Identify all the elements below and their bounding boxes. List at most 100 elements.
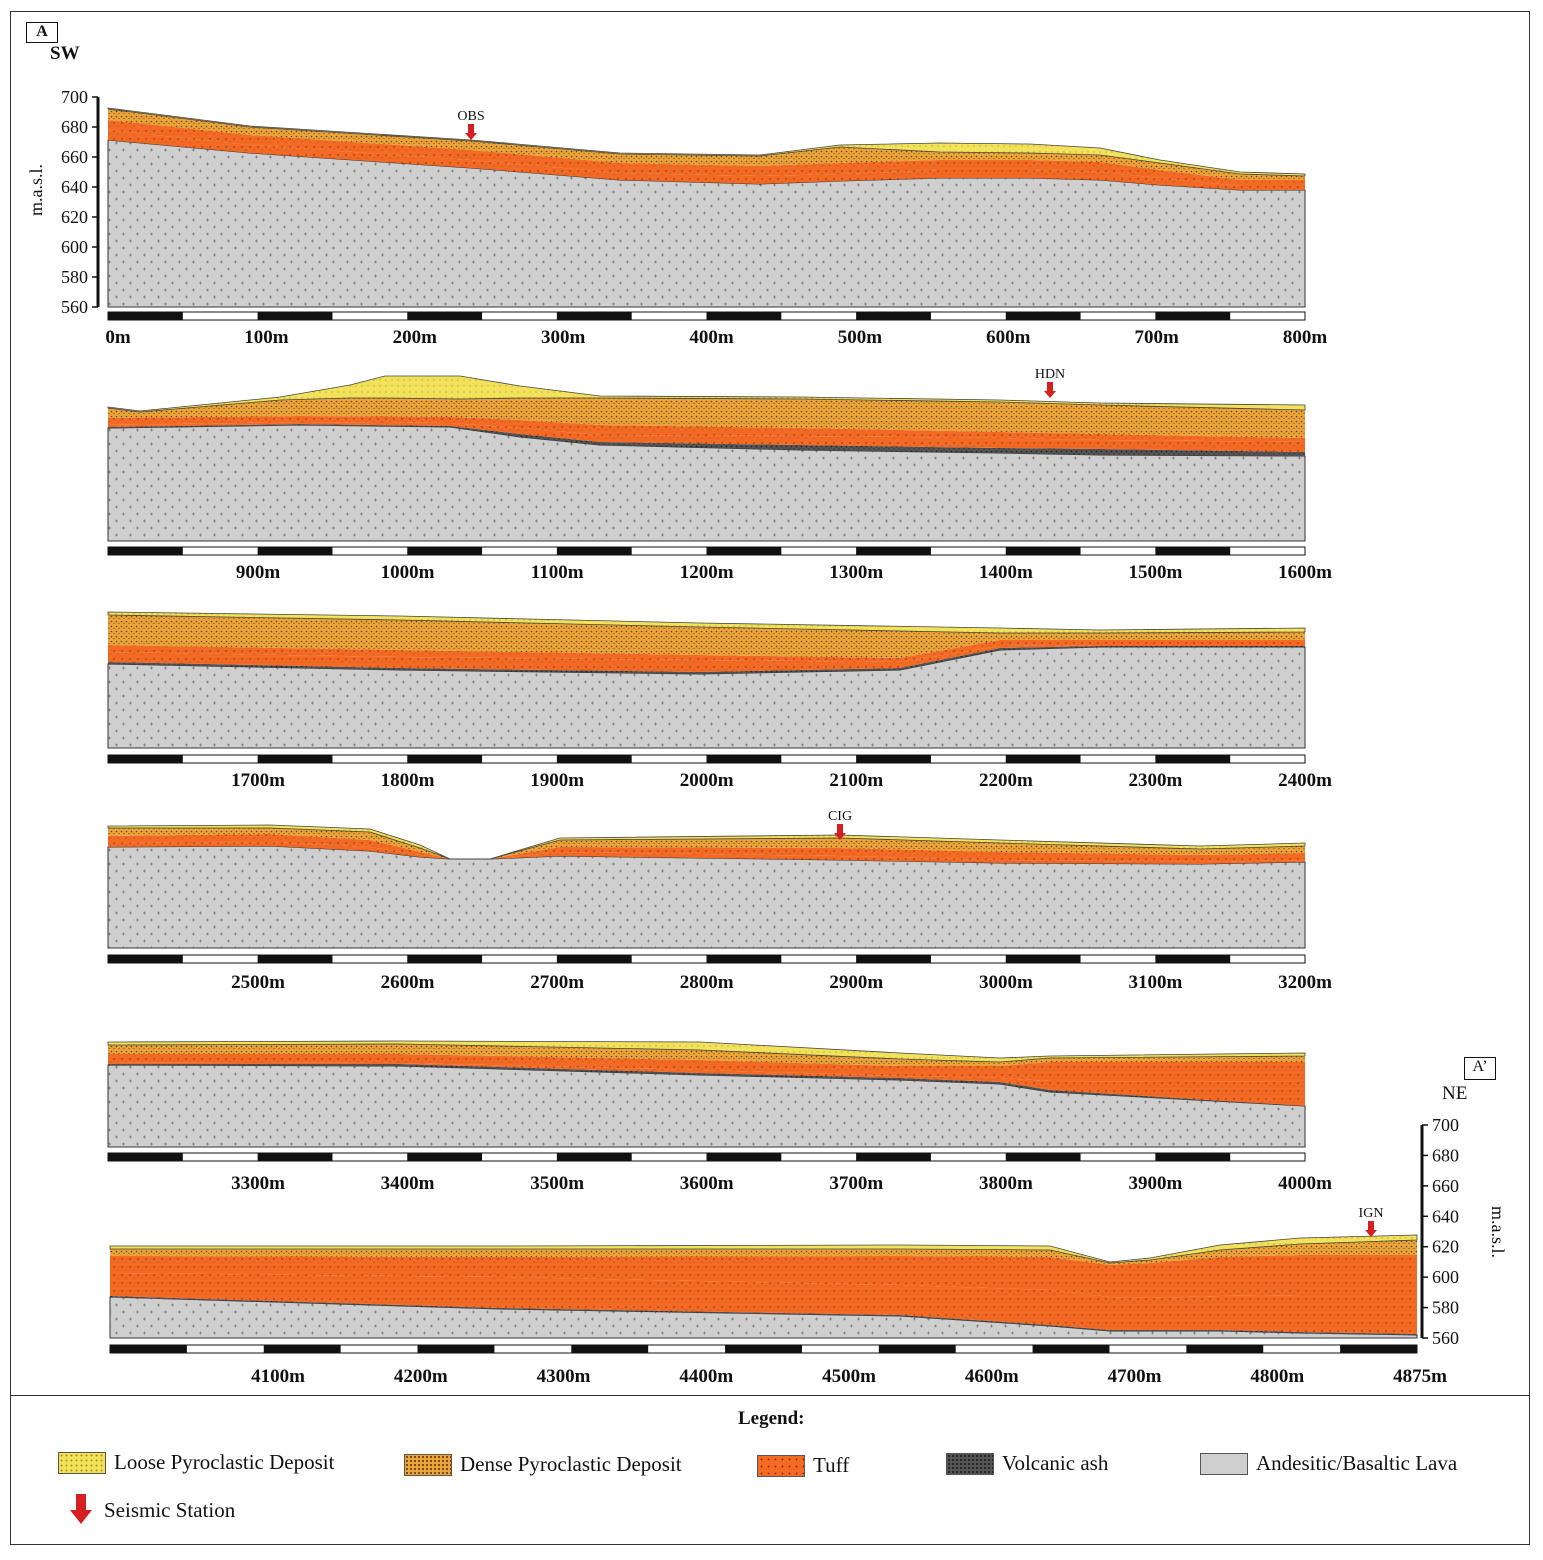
elevation-tick-label: 600 (61, 237, 88, 257)
scale-bar-block (706, 1153, 782, 1161)
elevation-tick-label: 600 (1432, 1267, 1459, 1287)
distance-tick-label: 1400m (979, 562, 1033, 583)
distance-tick-label: 4500m (822, 1366, 876, 1387)
scale-bar-block (556, 312, 632, 320)
scale-bar-block (108, 955, 183, 963)
distance-tick-label: 4875m (1393, 1366, 1447, 1387)
station-arrow-head (834, 833, 846, 840)
dense-layer (108, 398, 1305, 438)
scale-bar-block (706, 955, 782, 963)
scale-bar-block (407, 547, 483, 555)
scale-bar-block (571, 1345, 649, 1353)
figure-frame (10, 11, 1530, 1545)
dense-swatch (404, 1453, 452, 1476)
distance-tick-label: 300m (541, 327, 586, 348)
distance-tick-label: 2200m (979, 770, 1033, 791)
seismic-station-hdn: HDN (1035, 367, 1065, 398)
distance-tick-label: 3200m (1278, 972, 1332, 993)
legend-divider (10, 1395, 1530, 1396)
elevation-tick-label: 680 (1432, 1145, 1459, 1165)
distance-tick-label: 4300m (537, 1366, 591, 1387)
elevation-axis: 700 680 660 640 620 600 580 560 m.a.s.l. (26, 87, 100, 317)
distance-tick-label: 3500m (530, 1173, 584, 1194)
scale-bar-block (1155, 755, 1231, 763)
scale-bar (107, 1152, 1306, 1162)
distance-tick-label: 1300m (829, 562, 883, 583)
distance-tick-label: 3600m (680, 1173, 734, 1194)
scale-bar-block (856, 547, 931, 555)
scale-bar-block (556, 755, 632, 763)
distance-tick-label: 200m (393, 327, 438, 348)
distance-tick-label: 900m (236, 562, 281, 583)
distance-tick-label: 3800m (979, 1173, 1033, 1194)
elevation-tick-label: 660 (1432, 1176, 1459, 1196)
y-axis-title-right: m.a.s.l. (1488, 1206, 1508, 1258)
elevation-tick-label: 560 (1432, 1328, 1459, 1348)
distance-tick-label: 800m (1283, 327, 1328, 348)
station-arrow-head (1044, 391, 1056, 398)
station-label: HDN (1035, 367, 1065, 382)
tuff-swatch (757, 1454, 805, 1477)
scale-bar-block (108, 547, 183, 555)
scale-bar-block (706, 312, 782, 320)
dense-layer (108, 109, 1305, 180)
scale-bar-block (110, 1345, 187, 1353)
loose-layer (107, 107, 1306, 177)
legend-label-lava: Andesitic/Basaltic Lava (1256, 1451, 1458, 1475)
legend-label-dense: Dense Pyroclastic Deposit (460, 1452, 682, 1476)
distance-tick-label: 2900m (829, 972, 883, 993)
section-4: 2500m 2600m 2700m 2800m 2900m 3000m 3100m 3200m… (107, 809, 1332, 993)
section-5: 3300m 3400m 3500m 3600m 3700m 3800m 3900m 4000m (107, 1040, 1332, 1194)
scale-bar-block (257, 312, 333, 320)
distance-tick-label: 4700m (1108, 1366, 1162, 1387)
distance-tick-label: 4000m (1278, 1173, 1332, 1194)
distance-tick-label: 3900m (1129, 1173, 1183, 1194)
station-arrow-shaft (468, 124, 474, 134)
scale-bar-block (407, 755, 483, 763)
distance-tick-label: 4100m (251, 1366, 305, 1387)
tuff-layer-upper (108, 1054, 1305, 1082)
scale-bar-block (1155, 547, 1231, 555)
elevation-tick-label: 640 (1432, 1206, 1459, 1226)
scale-bar-block (1032, 1345, 1110, 1353)
elevation-tick-label: 620 (61, 207, 88, 227)
section-6: 4100m 4200m 4300m 4400m 4500m 4600m 4700m 4800m… (109, 1206, 1447, 1387)
section-start-label: A (26, 22, 58, 43)
distance-tick-label: 2500m (231, 972, 285, 993)
scale-bar (107, 546, 1306, 556)
scale-bar-block (856, 312, 931, 320)
y-axis-title: m.a.s.l. (26, 164, 46, 216)
station-label: OBS (457, 109, 484, 124)
scale-bar-block (257, 547, 333, 555)
scale-bar-block (257, 955, 333, 963)
tuff-layer (108, 130, 1305, 190)
legend-item-dense: Dense Pyroclastic Deposit (404, 1452, 682, 1477)
dense-layer (108, 1044, 1305, 1066)
station-arrow-shaft (1368, 1221, 1374, 1231)
scale-bar-block (1155, 1153, 1231, 1161)
loose-layer (107, 611, 1306, 634)
distance-tick-label: 4600m (965, 1366, 1019, 1387)
legend-item-lava: Andesitic/Basaltic Lava (1200, 1451, 1457, 1476)
distance-tick-label: 3100m (1129, 972, 1183, 993)
tuff-layer (108, 422, 1305, 452)
scale-bar-block (1155, 955, 1231, 963)
dense-layer (108, 828, 1305, 859)
elevation-tick-label: 580 (1432, 1298, 1459, 1318)
scale-bar-block (1005, 755, 1081, 763)
section-1: 0m 100m 200m 300m 400m 500m 600m 700m 800m OBS (105, 107, 1328, 348)
distance-tick-label: 2300m (1129, 770, 1183, 791)
scale-bar-block (1005, 955, 1081, 963)
seismic-station-ign: IGN (1359, 1206, 1383, 1237)
distance-tick-label: 1500m (1129, 562, 1183, 583)
loose-layer (109, 1234, 1418, 1264)
distance-tick-label: 3400m (381, 1173, 435, 1194)
elevation-tick-label: 580 (61, 267, 88, 287)
distance-tick-label: 4400m (679, 1366, 733, 1387)
section-3: 1700m 1800m 1900m 2000m 2100m 2200m 2300m 2400m (107, 611, 1332, 791)
tuff-layer-upper (110, 1255, 1417, 1298)
seismic-station-obs: OBS (457, 109, 485, 140)
distance-tick-label: 2800m (680, 972, 734, 993)
distance-tick-label: 3000m (979, 972, 1033, 993)
